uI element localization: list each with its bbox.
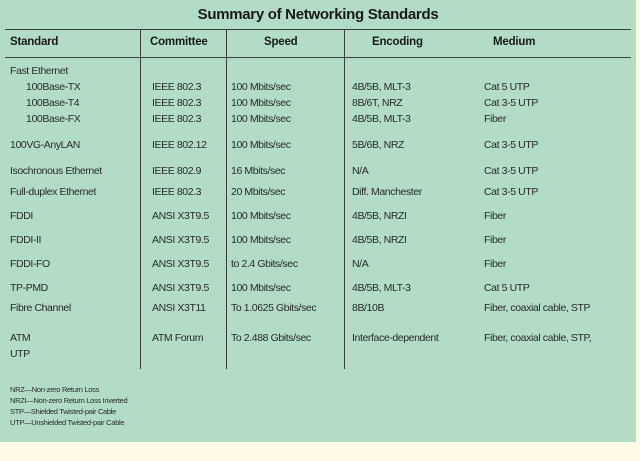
cell-committee: IEEE 802.3: [152, 97, 202, 109]
footnote: NRZI—Non-zero Return Loss Inverted: [10, 396, 128, 405]
cell-standard: Fast Ethernet: [10, 65, 68, 77]
cell-committee: IEEE 802.9: [152, 165, 202, 177]
cell-standard: UTP: [10, 348, 30, 360]
column-divider-2: [226, 29, 227, 369]
cell-standard: 100Base-TX: [26, 81, 81, 93]
cell-speed: 100 Mbits/sec: [231, 234, 291, 246]
table-title: Summary of Networking Standards: [197, 6, 439, 23]
cell-medium: Fiber: [484, 113, 506, 125]
cell-encoding: 4B/5B, NRZI: [352, 234, 407, 246]
cell-standard: FDDI-II: [10, 234, 42, 246]
cell-medium: Cat 3-5 UTP: [484, 165, 538, 177]
cell-encoding: N/A: [352, 258, 369, 270]
cell-medium: Cat 3-5 UTP: [484, 97, 538, 109]
footnote: NRZ—Non-zero Return Loss: [10, 385, 100, 394]
footnote: STP—Shielded Twisted-pair Cable: [10, 407, 117, 416]
cell-speed: 100 Mbits/sec: [231, 210, 291, 222]
cell-speed: 100 Mbits/sec: [231, 113, 291, 125]
cell-encoding: 4B/5B, NRZI: [352, 210, 407, 222]
cell-encoding: 4B/5B, MLT-3: [352, 282, 411, 294]
cell-encoding: 8B/10B: [352, 302, 385, 314]
footnote: UTP—Unshielded Twisted-pair Cable: [10, 418, 125, 427]
cell-medium: Cat 5 UTP: [484, 282, 530, 294]
column-divider-3: [344, 29, 345, 369]
cell-speed: to 2.4 Gbits/sec: [231, 258, 298, 270]
cell-encoding: 4B/5B, MLT-3: [352, 113, 411, 125]
cell-medium: Fiber, coaxial cable, STP: [484, 302, 591, 314]
cell-speed: 100 Mbits/sec: [231, 282, 291, 294]
cell-standard: Full-duplex Ethernet: [10, 186, 96, 198]
cell-speed: 100 Mbits/sec: [231, 139, 291, 151]
cell-standard: FDDI: [10, 210, 33, 222]
cell-committee: ATM Forum: [152, 332, 204, 344]
cell-medium: Cat 3-5 UTP: [484, 186, 538, 198]
header-standard: Standard: [10, 36, 59, 48]
column-divider-1: [140, 29, 141, 369]
cell-standard: TP-PMD: [10, 282, 48, 294]
cell-encoding: Interface-dependent: [352, 332, 439, 344]
cell-medium: Fiber: [484, 210, 506, 222]
cell-medium: Cat 5 UTP: [484, 81, 530, 93]
cell-standard: 100Base-FX: [26, 113, 81, 125]
cell-standard: Fibre Channel: [10, 302, 71, 314]
cell-standard: Isochronous Ethernet: [10, 165, 102, 177]
cell-speed: To 1.0625 Gbits/sec: [231, 302, 317, 314]
cell-medium: Fiber: [484, 234, 506, 246]
cell-standard: 100VG-AnyLAN: [10, 139, 80, 151]
title-rule: [5, 29, 631, 30]
header-encoding: Encoding: [372, 36, 423, 48]
header-speed: Speed: [264, 36, 298, 48]
cell-committee: IEEE 802.3: [152, 81, 202, 93]
cell-speed: 20 Mbits/sec: [231, 186, 286, 198]
cell-committee: ANSI X3T11: [152, 302, 206, 314]
cell-standard: FDDI-FO: [10, 258, 50, 270]
cell-speed: 100 Mbits/sec: [231, 81, 291, 93]
cell-committee: IEEE 802.12: [152, 139, 207, 151]
cell-committee: ANSI X3T9.5: [152, 234, 209, 246]
cell-standard: ATM: [10, 332, 31, 344]
header-committee: Committee: [150, 36, 208, 48]
cell-encoding: 5B/6B, NRZ: [352, 139, 405, 151]
cell-medium: Fiber, coaxial cable, STP,: [484, 332, 592, 344]
cell-committee: IEEE 802.3: [152, 186, 202, 198]
cell-committee: ANSI X3T9.5: [152, 258, 209, 270]
header-medium: Medium: [493, 36, 536, 48]
cell-encoding: 8B/6T, NRZ: [352, 97, 403, 109]
cell-encoding: 4B/5B, MLT-3: [352, 81, 411, 93]
cell-medium: Cat 3-5 UTP: [484, 139, 538, 151]
cell-standard: 100Base-T4: [26, 97, 80, 109]
cell-speed: 100 Mbits/sec: [231, 97, 291, 109]
cell-committee: IEEE 802.3: [152, 113, 202, 125]
cell-committee: ANSI X3T9.5: [152, 210, 209, 222]
cell-medium: Fiber: [484, 258, 506, 270]
cell-speed: 16 Mbits/sec: [231, 165, 286, 177]
cell-committee: ANSI X3T9.5: [152, 282, 209, 294]
standards-table-panel: Summary of Networking Standards Standard…: [0, 0, 636, 442]
cell-encoding: N/A: [352, 165, 369, 177]
cell-speed: To 2.488 Gbits/sec: [231, 332, 311, 344]
cell-encoding: Diff. Manchester: [352, 186, 422, 198]
header-rule: [5, 57, 631, 58]
